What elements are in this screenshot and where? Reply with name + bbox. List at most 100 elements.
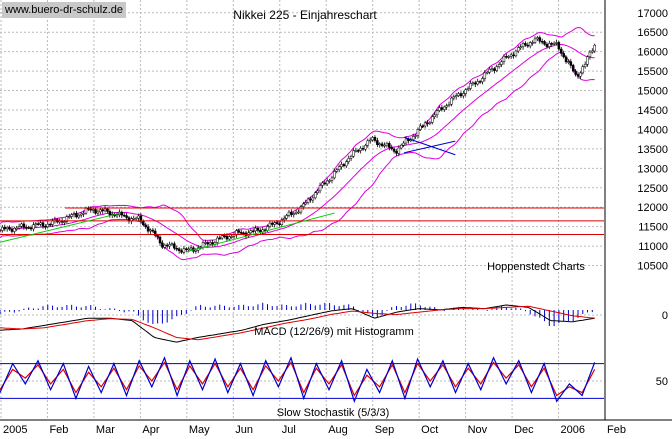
price-bar [48, 223, 52, 226]
price-bar [5, 227, 9, 230]
price-bar [347, 157, 350, 163]
price-bar [72, 213, 76, 215]
price-tick-label: 15000 [637, 86, 668, 98]
price-bar [574, 70, 577, 75]
price-bar [340, 164, 343, 167]
bollinger-middle [0, 43, 595, 248]
price-bar [220, 235, 224, 239]
macd-signal-line [0, 305, 595, 341]
price-bar [254, 227, 257, 232]
price-bar [17, 226, 21, 229]
price-bar [311, 197, 315, 201]
price-bar [125, 215, 128, 218]
price-bar [476, 81, 479, 85]
price-tick-label: 14000 [637, 124, 668, 136]
price-bar [481, 78, 484, 83]
price-bar [423, 122, 427, 127]
price-bar [488, 68, 491, 73]
price-bar [208, 242, 212, 245]
month-tick-label: Nov [468, 424, 488, 436]
price-bar [1, 227, 4, 231]
price-bar [526, 44, 530, 47]
price-bar [548, 43, 551, 47]
price-bar [36, 223, 40, 225]
price-tick-label: 16500 [637, 27, 668, 39]
price-tick-label: 13000 [637, 163, 668, 175]
price-bar [462, 93, 465, 97]
price-bar [316, 190, 319, 193]
trend-line [404, 140, 456, 154]
price-bar [201, 242, 205, 248]
month-tick-label: Feb [49, 424, 68, 436]
price-bar [237, 230, 241, 233]
month-tick-label: Mar [96, 424, 115, 436]
month-tick-label: 2006 [561, 424, 585, 436]
price-bar [495, 66, 499, 71]
price-bar [266, 226, 269, 231]
price-bar [509, 54, 513, 57]
price-bar [583, 63, 587, 67]
price-bar [108, 211, 112, 216]
price-bar [349, 155, 353, 159]
price-bar [323, 182, 327, 185]
price-bar [282, 217, 286, 221]
price-bar [550, 43, 553, 45]
stochastic-panel [0, 356, 604, 404]
price-bar [325, 180, 329, 185]
price-bar [485, 71, 489, 74]
price-bar [94, 209, 97, 214]
price-bar [87, 208, 90, 210]
macd-label: MACD (12/26/9) mit Histogramm [254, 326, 414, 338]
bollinger-lower [0, 51, 595, 261]
price-bar [345, 161, 348, 167]
price-bar [414, 135, 417, 137]
price-bar [392, 148, 396, 152]
price-bar [70, 214, 73, 217]
price-bar [211, 242, 214, 245]
price-bar [383, 144, 386, 147]
price-bar [22, 223, 26, 228]
price-bar [3, 227, 7, 230]
price-bar [416, 129, 420, 136]
macd-line [0, 304, 595, 343]
trend-line [185, 212, 335, 253]
price-tick-label: 12000 [637, 202, 668, 214]
price-bar [79, 213, 83, 216]
price-bar [299, 206, 303, 213]
price-bar [466, 88, 470, 91]
price-bar [275, 222, 279, 224]
price-bar [287, 211, 291, 216]
stoch-k-line [0, 356, 596, 404]
price-bar [579, 72, 582, 77]
price-bar [239, 232, 243, 234]
price-bar [380, 143, 384, 147]
price-bar [593, 44, 596, 52]
price-bar [538, 37, 542, 42]
price-bar [533, 38, 537, 43]
price-bar [68, 216, 71, 218]
month-tick-label: Feb [607, 424, 626, 436]
price-bar [385, 143, 389, 146]
month-tick-label: Jul [282, 424, 296, 436]
price-panel [0, 26, 604, 261]
price-bar [435, 110, 439, 116]
price-bar [442, 106, 446, 110]
month-tick-label: Dec [514, 424, 534, 436]
price-bar [218, 237, 221, 240]
price-bar [25, 227, 28, 229]
price-bar [194, 249, 198, 252]
price-bar [139, 215, 143, 222]
price-bar [440, 107, 444, 110]
price-bar [445, 105, 448, 108]
price-bar [170, 243, 174, 246]
price-bar [180, 250, 183, 253]
price-bar [581, 66, 585, 74]
stoch-tick-label: 50 [656, 376, 668, 388]
price-bar [223, 235, 226, 237]
price-bar [39, 222, 42, 225]
price-bar [454, 95, 458, 97]
price-bar [368, 139, 372, 142]
price-bar [101, 209, 104, 212]
price-bar [225, 235, 229, 240]
